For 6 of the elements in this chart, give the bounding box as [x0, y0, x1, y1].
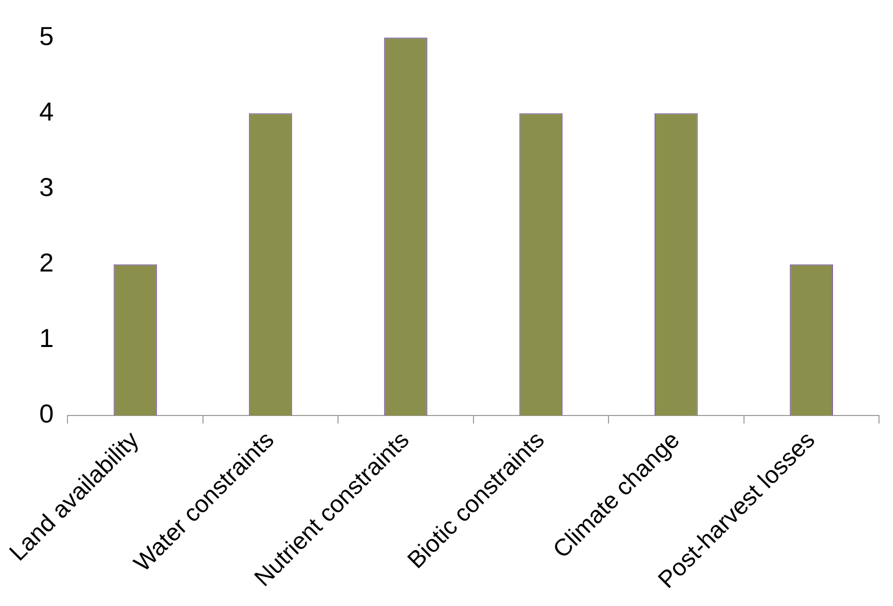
y-tick-label: 4	[39, 96, 54, 126]
y-tick-label: 5	[39, 20, 54, 51]
y-tick-label: 2	[39, 248, 54, 278]
y-tick-label: 1	[39, 323, 54, 354]
y-tick-label: 3	[39, 172, 54, 202]
y-tick-label: 0	[39, 398, 54, 429]
